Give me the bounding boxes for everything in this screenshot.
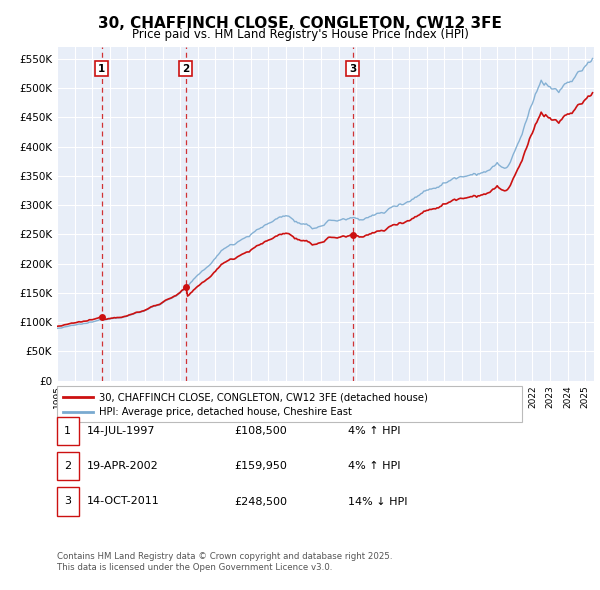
Text: 14-JUL-1997: 14-JUL-1997 — [87, 426, 155, 435]
Text: £248,500: £248,500 — [234, 497, 287, 506]
Text: Price paid vs. HM Land Registry's House Price Index (HPI): Price paid vs. HM Land Registry's House … — [131, 28, 469, 41]
Text: £108,500: £108,500 — [234, 426, 287, 435]
Text: 14-OCT-2011: 14-OCT-2011 — [87, 497, 160, 506]
Text: 19-APR-2002: 19-APR-2002 — [87, 461, 159, 471]
Text: 2: 2 — [182, 64, 189, 74]
Text: 14% ↓ HPI: 14% ↓ HPI — [348, 497, 407, 506]
Text: 3: 3 — [349, 64, 356, 74]
Text: HPI: Average price, detached house, Cheshire East: HPI: Average price, detached house, Ches… — [99, 407, 352, 417]
Text: Contains HM Land Registry data © Crown copyright and database right 2025.
This d: Contains HM Land Registry data © Crown c… — [57, 552, 392, 572]
Text: 30, CHAFFINCH CLOSE, CONGLETON, CW12 3FE (detached house): 30, CHAFFINCH CLOSE, CONGLETON, CW12 3FE… — [99, 392, 428, 402]
Text: 4% ↑ HPI: 4% ↑ HPI — [348, 426, 401, 435]
Text: 3: 3 — [64, 497, 71, 506]
Text: 1: 1 — [98, 64, 105, 74]
Text: 2: 2 — [64, 461, 71, 471]
Text: 30, CHAFFINCH CLOSE, CONGLETON, CW12 3FE: 30, CHAFFINCH CLOSE, CONGLETON, CW12 3FE — [98, 16, 502, 31]
Text: 1: 1 — [64, 426, 71, 435]
Text: £159,950: £159,950 — [234, 461, 287, 471]
Text: 4% ↑ HPI: 4% ↑ HPI — [348, 461, 401, 471]
